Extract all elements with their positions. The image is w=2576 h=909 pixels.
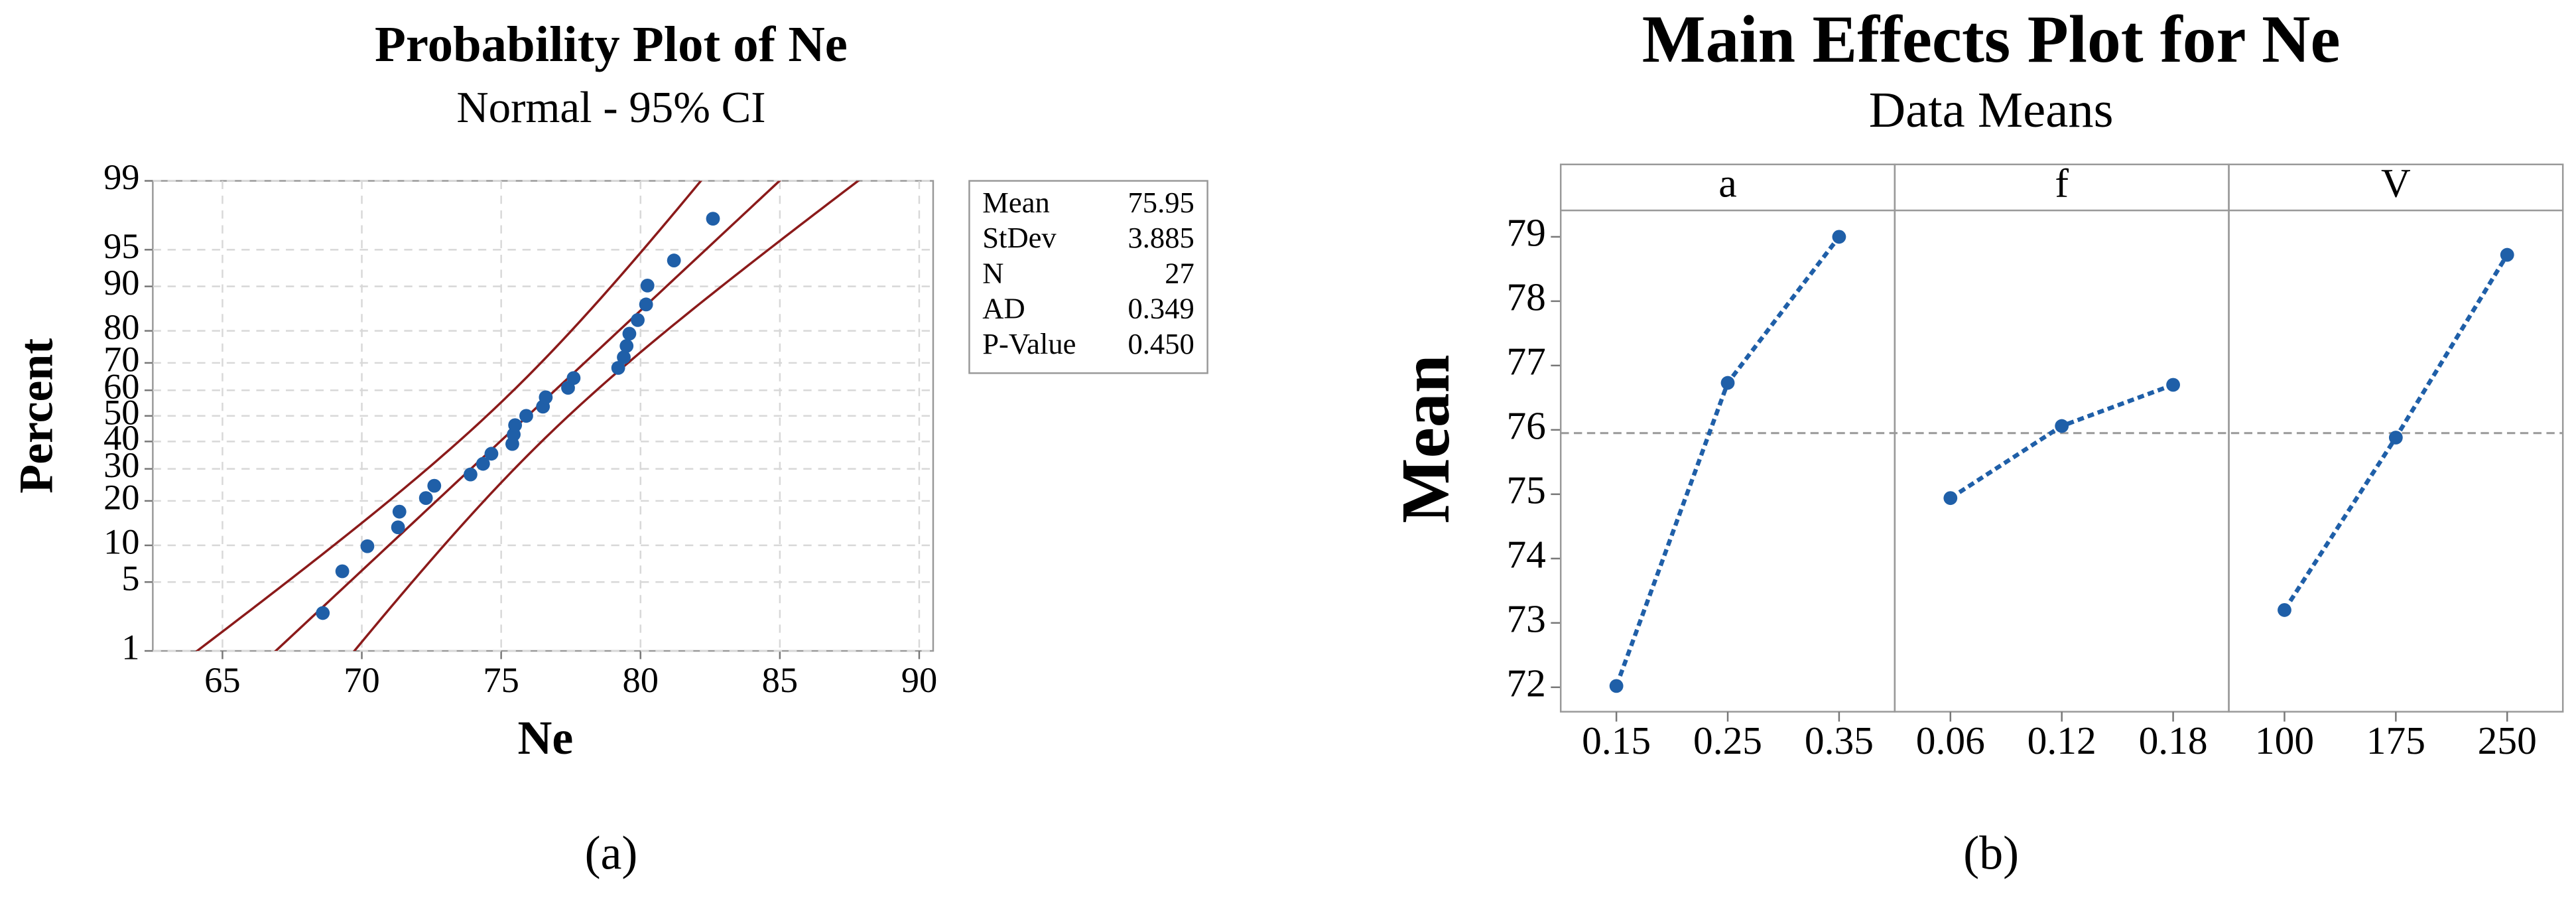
stat-value: 75.95 [1127,186,1194,219]
data-point [335,564,350,579]
data-point [617,350,631,364]
data-point [1720,376,1735,390]
data-point [519,409,533,423]
data-point [639,297,653,312]
data-point [419,491,433,506]
data-point [2388,431,2403,445]
panel-label: f [2055,161,2069,206]
data-point [360,539,375,553]
stats-box [968,180,1208,374]
data-point [464,467,478,482]
stat-value: 27 [1165,256,1194,289]
stat-value: 3.885 [1127,221,1194,254]
x-tick-label: 0.25 [1693,719,1762,762]
data-point [2055,419,2069,433]
stat-value: 0.349 [1127,292,1194,325]
y-tick-label: 20 [103,476,139,517]
y-axis-label: Mean [1387,354,1464,523]
y-tick-label: 80 [103,307,139,347]
data-point [539,390,553,405]
data-point [1943,491,1958,506]
chart-subtitle: Normal - 95% CI [456,83,765,132]
caption: (a) [585,827,638,880]
data-point [640,278,655,293]
y-tick-label: 40 [103,417,139,458]
x-tick-label: 80 [622,660,658,700]
y-tick-label: 77 [1506,340,1545,384]
data-point [631,313,645,327]
y-axis-label: Percent [9,338,62,494]
data-point [619,339,634,353]
x-tick-label: 0.12 [2028,719,2096,762]
caption: (b) [1963,827,2019,880]
stat-name: StDev [982,221,1057,254]
effect-line [1614,235,1841,687]
y-tick-label: 30 [103,445,139,485]
y-tick-label: 5 [121,558,139,598]
stat-name: Mean [982,186,1050,219]
panel [1894,163,2230,713]
data-point [2278,603,2291,617]
y-tick-label: 1 [121,627,139,667]
x-tick-label: 175 [2366,719,2425,762]
y-tick-label: 95 [103,226,139,266]
panel-label: V [2381,161,2411,206]
data-point [2166,378,2180,392]
chart-title: Probability Plot of Ne [375,16,848,72]
data-point [1832,230,1846,244]
effect-line [1949,382,2174,500]
x-tick-label: 0.18 [2139,719,2208,762]
data-point [508,418,523,433]
x-tick-label: 0.35 [1805,719,1874,762]
y-tick-label: 60 [103,366,139,407]
data-point [392,504,407,519]
data-point [1609,679,1624,693]
x-tick-label: 0.06 [1916,719,1985,762]
stat-value: 0.450 [1127,327,1194,360]
y-tick-label: 10 [103,521,139,561]
data-point [566,371,581,385]
x-tick-label: 100 [2255,719,2314,762]
y-tick-label: 78 [1506,275,1545,319]
x-axis-label: Ne [517,711,573,764]
data-point [2500,247,2514,262]
y-tick-label: 70 [103,338,139,379]
x-tick-label: 75 [483,660,519,700]
data-point [476,456,490,471]
stat-name: N [982,256,1003,289]
x-tick-label: 250 [2478,719,2537,762]
data-point [706,212,720,226]
x-tick-label: 90 [901,660,937,700]
y-tick-label: 75 [1506,468,1545,512]
y-tick-label: 72 [1506,661,1545,705]
stat-name: P-Value [982,327,1076,360]
x-tick-label: 85 [762,660,798,700]
y-tick-label: 73 [1506,596,1545,640]
data-point [484,447,499,461]
data-point [611,361,625,375]
y-tick-label: 50 [103,391,139,432]
y-tick-label: 90 [103,262,139,303]
panel-label: a [1718,161,1736,206]
chart-title: Main Effects Plot for Ne [1642,2,2341,76]
data-point [391,520,405,535]
y-tick-label: 99 [103,157,139,197]
chart-subtitle: Data Means [1869,82,2114,138]
data-point [622,326,637,341]
y-tick-label: 79 [1506,211,1545,255]
x-tick-label: 0.15 [1582,719,1651,762]
y-tick-label: 76 [1506,404,1545,448]
data-point [667,253,681,267]
data-point [427,478,442,493]
confidence-band [353,180,860,652]
y-tick-label: 74 [1506,532,1545,576]
x-tick-label: 70 [344,660,379,700]
confidence-band [195,180,703,652]
panel [1559,163,1896,713]
data-point [316,606,330,620]
x-tick-label: 65 [204,660,240,700]
stat-name: AD [982,292,1025,325]
